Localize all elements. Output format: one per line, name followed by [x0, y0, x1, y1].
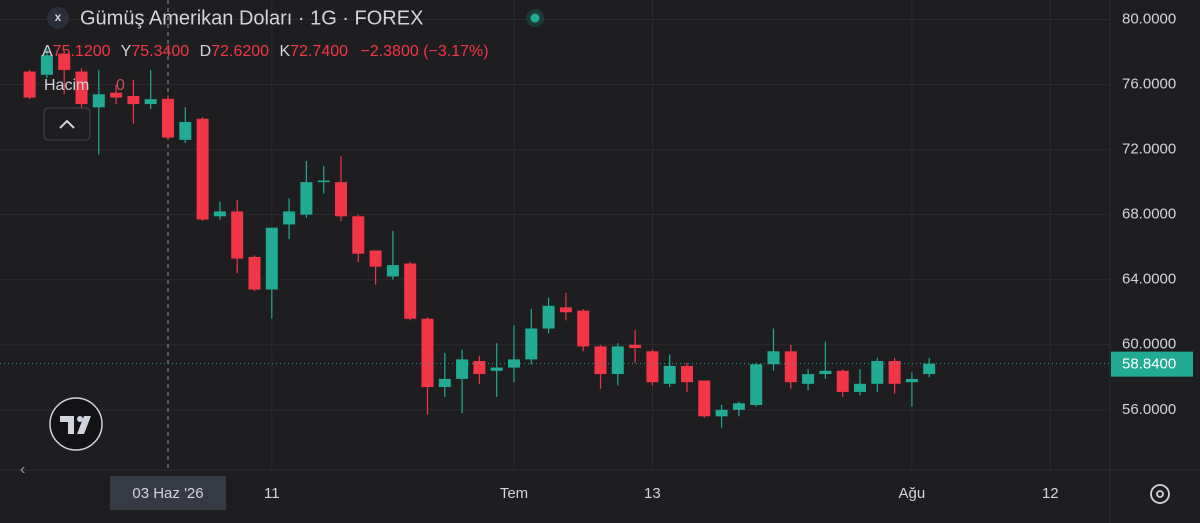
- candle-body: [196, 118, 209, 220]
- candle-body: [231, 211, 244, 259]
- y-tick-label: 76.0000: [1122, 76, 1176, 93]
- candle-body: [629, 344, 642, 349]
- candle-body: [767, 351, 780, 365]
- candle-body: [213, 211, 226, 217]
- close-button[interactable]: [47, 7, 69, 29]
- candle-body: [335, 182, 347, 217]
- x-tick-label: 13: [644, 485, 661, 502]
- y-tick-label: 72.0000: [1122, 141, 1176, 158]
- candle-body: [698, 380, 711, 417]
- legend-value: 75.3400: [131, 43, 189, 60]
- labels: 56.0000 60.0000 64.0000 68.0000 72.0000 76.00…: [110, 10, 1193, 510]
- legend-key: D: [200, 43, 212, 60]
- candle-body: [559, 307, 572, 313]
- legend-key: A: [42, 43, 53, 60]
- volume-label: Hacim: [44, 77, 89, 94]
- logo-dot[interactable]: [77, 416, 83, 422]
- status-dot: [530, 13, 540, 23]
- candle-body: [905, 378, 918, 383]
- candle-body: [525, 328, 538, 360]
- candle-body: [888, 361, 901, 384]
- candle-body: [40, 55, 53, 75]
- candle-body: [854, 383, 866, 392]
- candle-body: [836, 370, 849, 392]
- candle-body: [438, 378, 451, 388]
- collapse-icon[interactable]: [59, 119, 75, 129]
- crosshair-label-box: [110, 476, 226, 510]
- logo-mark[interactable]: [60, 416, 91, 434]
- candles: [0, 48, 1110, 428]
- x-tick-label: 12: [1042, 485, 1059, 502]
- legend-change: −2.3800 (−3.17%): [360, 43, 488, 60]
- y-tick-label: 68.0000: [1122, 206, 1176, 223]
- candle-body: [144, 99, 157, 105]
- legend-value: 75.1200: [53, 43, 111, 60]
- candle-body: [819, 370, 832, 375]
- candle-body: [871, 361, 884, 384]
- candle-body: [663, 365, 676, 384]
- candle-body: [265, 227, 278, 290]
- candle-body: [923, 363, 936, 375]
- candle-body: [732, 403, 745, 410]
- y-tick-label: 80.0000: [1122, 10, 1176, 27]
- candle-body: [456, 359, 469, 379]
- candle-body: [162, 98, 174, 138]
- candle-body: [404, 263, 417, 319]
- candle-body: [490, 367, 503, 371]
- candle-body: [715, 409, 728, 417]
- settings-icon-center[interactable]: [1156, 490, 1164, 498]
- candle-body: [386, 265, 399, 277]
- legend-value: 72.7400: [290, 43, 348, 60]
- settings-icon[interactable]: [1150, 484, 1170, 504]
- candle-body: [611, 346, 624, 375]
- legend-key: K: [280, 43, 291, 60]
- y-tick-label: 60.0000: [1122, 336, 1176, 353]
- candle-body: [508, 359, 520, 368]
- candle-body: [179, 121, 192, 140]
- candle-body: [750, 364, 763, 405]
- candle-body: [92, 94, 105, 108]
- candle-body: [248, 256, 261, 290]
- candle-body: [594, 346, 607, 375]
- candle-body: [127, 95, 140, 105]
- candle-body: [646, 351, 659, 383]
- x-tick-label: Ağu: [899, 485, 926, 502]
- logo[interactable]: [49, 397, 103, 451]
- candle-body: [421, 318, 434, 388]
- close-icon[interactable]: x: [55, 10, 62, 24]
- legend-value: 72.6200: [211, 43, 269, 60]
- candle-body: [802, 374, 815, 384]
- candle-body: [577, 310, 590, 347]
- collapse-button[interactable]: [43, 107, 91, 141]
- x-tick-label: Tem: [500, 485, 528, 502]
- chart-title: Gümüş Amerikan Doları · 1G · FOREX: [80, 7, 423, 29]
- candle-body: [681, 365, 693, 383]
- candle-body: [23, 71, 36, 98]
- candle-body: [75, 71, 88, 105]
- candle-body: [473, 361, 486, 375]
- candle-body: [317, 180, 330, 183]
- x-tick-label: 11: [264, 485, 280, 502]
- candle-body: [542, 305, 555, 329]
- candle-body: [110, 92, 123, 98]
- candle-body: [300, 182, 313, 215]
- legend-key: Y: [121, 43, 132, 60]
- candle-body: [352, 216, 365, 254]
- y-tick-label: 64.0000: [1122, 271, 1176, 288]
- candle-body: [784, 351, 797, 383]
- volume-value: 0: [116, 77, 125, 94]
- candle-body: [283, 211, 296, 225]
- ohlc-legend: A75.1200 Y75.3400 D72.6200 K72.7400 −2.3…: [42, 43, 489, 60]
- last-price-box: [1111, 351, 1193, 377]
- last-price-label: 58.8400: [1122, 356, 1176, 373]
- candle-body: [369, 250, 382, 267]
- y-tick-label: 56.0000: [1122, 401, 1176, 418]
- scroll-left[interactable]: ‹: [20, 461, 25, 478]
- crosshair-label: 03 Haz '26: [132, 485, 203, 502]
- candle-body: [58, 53, 71, 70]
